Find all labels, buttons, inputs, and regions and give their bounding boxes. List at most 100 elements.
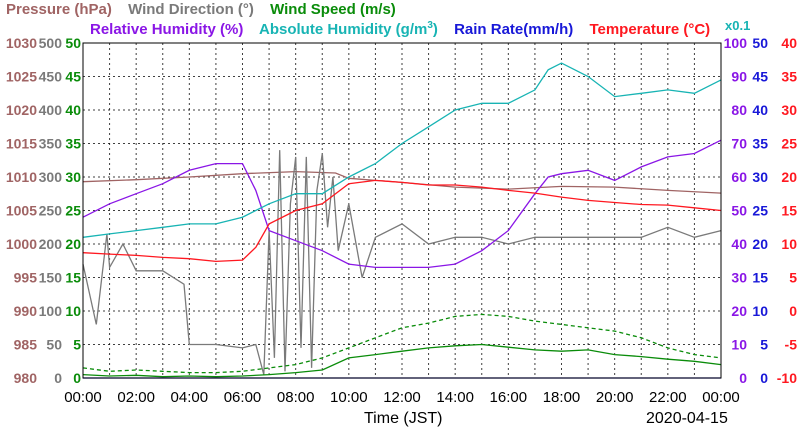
- x-tick-label: 00:00: [702, 389, 740, 406]
- y-tick-label-wind-speed: 40: [65, 102, 81, 118]
- y-tick-label-temperature: 30: [781, 102, 797, 118]
- y-tick-label-rain-rate: 35: [752, 136, 768, 152]
- y-tick-label-rain-rate: 20: [752, 236, 768, 252]
- y-tick-label-relative-humidity: 90: [731, 69, 747, 85]
- y-tick-label-rain-rate: 15: [752, 270, 768, 286]
- y-tick-label-pressure: 1015: [6, 136, 37, 152]
- series-line-wind-speed-m-s: [82, 343, 722, 378]
- y-tick-label-rain-rate: 25: [752, 203, 768, 219]
- y-tick-label-rain-rate: 30: [752, 169, 768, 185]
- y-tick-label-wind-direction: 50: [46, 337, 62, 353]
- legend-wind-direction: Wind Direction (°): [128, 1, 254, 18]
- x-tick-label: 22:00: [649, 389, 687, 406]
- y-tick-label-wind-speed: 25: [65, 203, 81, 219]
- y-tick-label-wind-speed: 10: [65, 303, 81, 319]
- y-tick-label-relative-humidity: 40: [731, 236, 747, 252]
- y-tick-label-relative-humidity: 60: [731, 169, 747, 185]
- x-tick-label: 16:00: [490, 389, 528, 406]
- y-tick-label-relative-humidity: 70: [731, 136, 747, 152]
- y-tick-label-wind-speed: 50: [65, 35, 81, 51]
- y-tick-label-temperature: 15: [781, 203, 797, 219]
- x-axis-title: Time (JST): [364, 410, 443, 427]
- y-tick-label-wind-speed: 5: [73, 337, 81, 353]
- series-line-wind-direction: [82, 150, 722, 375]
- y-tick-label-rain-rate: 5: [760, 337, 768, 353]
- y-tick-label-wind-speed: 20: [65, 236, 81, 252]
- y-tick-label-relative-humidity: 100: [724, 35, 748, 51]
- x-tick-label: 00:00: [64, 389, 102, 406]
- legend-row-2: Relative Humidity (%) Absolute Humidity …: [90, 20, 710, 40]
- y-tick-label-pressure: 985: [14, 337, 38, 353]
- legend-rain-rate: Rain Rate(mm/h): [454, 21, 574, 38]
- x-tick-label: 12:00: [383, 389, 421, 406]
- y-tick-label-pressure: 1020: [6, 102, 37, 118]
- y-tick-label-relative-humidity: 10: [731, 337, 747, 353]
- y-tick-label-wind-speed: 30: [65, 169, 81, 185]
- y-tick-label-temperature: 5: [789, 270, 797, 286]
- y-tick-label-pressure: 1000: [6, 236, 37, 252]
- y-tick-label-rain-rate: 10: [752, 303, 768, 319]
- y-tick-label-relative-humidity: 80: [731, 102, 747, 118]
- y-tick-label-wind-speed: 0: [73, 370, 81, 386]
- x-tick-label: 08:00: [277, 389, 315, 406]
- y-tick-label-wind-direction: 250: [39, 203, 63, 219]
- y-tick-label-wind-direction: 300: [39, 169, 63, 185]
- legend-pressure: Pressure (hPa): [6, 1, 112, 18]
- y-tick-label-temperature: -10: [777, 370, 797, 386]
- x-tick-label: 06:00: [224, 389, 262, 406]
- y-tick-label-pressure: 990: [14, 303, 38, 319]
- y-tick-label-wind-speed: 35: [65, 136, 81, 152]
- plot-frame: [82, 42, 722, 379]
- y-tick-label-pressure: 1030: [6, 35, 37, 51]
- y-tick-label-pressure: 995: [14, 270, 38, 286]
- y-tick-label-rain-rate: 45: [752, 69, 768, 85]
- y-tick-label-pressure: 980: [14, 370, 38, 386]
- y-tick-label-relative-humidity: 0: [739, 370, 747, 386]
- y-tick-label-pressure: 1025: [6, 69, 37, 85]
- series-line-absolute-humidity-g-m3: [82, 62, 722, 238]
- y-tick-label-wind-direction: 400: [39, 102, 63, 118]
- legend-row-1: Pressure (hPa) Wind Direction (°) Wind S…: [6, 1, 396, 21]
- x-tick-label: 04:00: [171, 389, 209, 406]
- y-tick-label-wind-direction: 0: [54, 370, 62, 386]
- x-tick-label: 02:00: [117, 389, 155, 406]
- y-tick-label-wind-direction: 350: [39, 136, 63, 152]
- y-tick-label-wind-direction: 100: [39, 303, 63, 319]
- y-tick-label-relative-humidity: 30: [731, 270, 747, 286]
- y-tick-label-relative-humidity: 50: [731, 203, 747, 219]
- y-tick-label-temperature: 40: [781, 35, 797, 51]
- y-tick-label-relative-humidity: 20: [731, 303, 747, 319]
- y-tick-label-rain-rate: 0: [760, 370, 768, 386]
- y-tick-label-wind-direction: 200: [39, 236, 63, 252]
- legend-relative-humidity: Relative Humidity (%): [90, 21, 244, 38]
- y-tick-label-wind-speed: 15: [65, 270, 81, 286]
- grid-lines: [83, 43, 721, 378]
- x-tick-label: 14:00: [436, 389, 474, 406]
- y-tick-label-temperature: 0: [789, 303, 797, 319]
- legend-wind-speed: Wind Speed (m/s): [270, 1, 396, 18]
- tick-labels: 00:00 02:00 04:00 06:00 08:00 10:00 12:00 14:00…: [6, 35, 797, 406]
- y-tick-label-wind-speed: 45: [65, 69, 81, 85]
- x-tick-label: 10:00: [330, 389, 368, 406]
- y-tick-label-temperature: 10: [781, 236, 797, 252]
- y-tick-label-wind-direction: 450: [39, 69, 63, 85]
- absolute-humidity-scale-note: x0.1: [725, 18, 751, 33]
- y-tick-label-temperature: 25: [781, 136, 797, 152]
- y-tick-label-wind-direction: 150: [39, 270, 63, 286]
- series-line-temperature-c: [82, 179, 722, 263]
- y-tick-label-rain-rate: 50: [752, 35, 768, 51]
- legend-absolute-humidity: Absolute Humidity (g/m3): [259, 20, 438, 38]
- series-line-relative-humidity: [82, 139, 722, 269]
- series-line-wind-speed-gust-m-s: [82, 313, 722, 374]
- y-tick-label-temperature: 20: [781, 169, 797, 185]
- y-tick-label-temperature: -5: [785, 337, 798, 353]
- y-tick-label-temperature: 35: [781, 69, 797, 85]
- x-tick-label: 18:00: [543, 389, 581, 406]
- x-tick-label: 20:00: [596, 389, 634, 406]
- y-tick-label-pressure: 1005: [6, 203, 37, 219]
- y-tick-label-pressure: 1010: [6, 169, 37, 185]
- legend-temperature: Temperature (°C): [589, 21, 711, 38]
- y-tick-label-wind-direction: 500: [39, 35, 63, 51]
- y-tick-label-rain-rate: 40: [752, 102, 768, 118]
